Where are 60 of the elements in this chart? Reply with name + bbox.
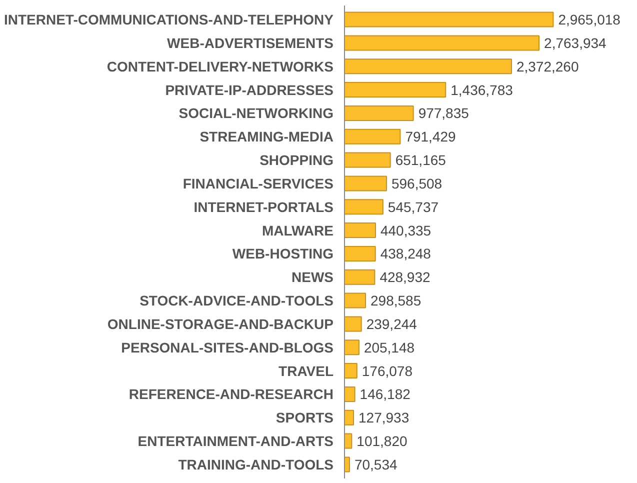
bar bbox=[344, 456, 350, 472]
bar bbox=[344, 58, 512, 74]
bar bbox=[344, 82, 446, 98]
y-tick-label: ONLINE-STORAGE-AND-BACKUP bbox=[107, 316, 334, 332]
data-label: 2,763,934 bbox=[544, 34, 607, 51]
bar bbox=[344, 105, 414, 121]
bar bbox=[344, 433, 352, 449]
bar bbox=[344, 363, 358, 379]
y-tick-label: WEB-HOSTING bbox=[232, 246, 334, 262]
y-tick-label: INTERNET-COMMUNICATIONS-AND-TELEPHONY bbox=[4, 12, 334, 28]
data-label: 977,835 bbox=[418, 105, 470, 122]
data-label: 596,508 bbox=[391, 175, 442, 192]
data-label: 101,820 bbox=[356, 433, 408, 450]
data-label: 428,932 bbox=[380, 269, 431, 286]
data-label: 438,248 bbox=[380, 246, 432, 262]
y-tick-label: ENTERTAINMENT-AND-ARTS bbox=[138, 433, 334, 450]
y-tick-label: REFERENCE-AND-RESEARCH bbox=[128, 386, 334, 402]
data-label: 1,436,783 bbox=[450, 82, 514, 98]
bar bbox=[344, 128, 401, 144]
y-tick-label: MALWARE bbox=[262, 222, 334, 238]
y-tick-label: PERSONAL-SITES-AND-BLOGS bbox=[121, 339, 334, 356]
data-label: 205,148 bbox=[364, 339, 415, 356]
bar bbox=[344, 340, 360, 356]
data-label: 651,165 bbox=[395, 152, 446, 168]
y-tick-label: FINANCIAL-SERVICES bbox=[182, 175, 334, 192]
y-tick-label: WEB-ADVERTISEMENTS bbox=[167, 34, 334, 51]
bar bbox=[344, 12, 554, 28]
y-tick-label: NEWS bbox=[292, 269, 334, 286]
bar bbox=[344, 269, 376, 285]
data-label: 127,933 bbox=[358, 410, 410, 426]
bar bbox=[344, 316, 362, 332]
y-tick-label: TRAINING-AND-TOOLS bbox=[178, 456, 334, 472]
bar bbox=[344, 222, 376, 238]
data-label: 70,534 bbox=[354, 456, 398, 472]
y-tick-label: TRAVEL bbox=[278, 362, 334, 379]
data-label: 545,737 bbox=[388, 198, 439, 215]
data-label: 2,372,260 bbox=[516, 58, 579, 74]
y-tick-label: SHOPPING bbox=[260, 152, 334, 168]
bar bbox=[344, 199, 384, 215]
y-tick-label: SOCIAL-NETWORKING bbox=[178, 105, 334, 122]
y-tick-label: CONTENT-DELIVERY-NETWORKS bbox=[106, 58, 334, 74]
bar bbox=[344, 292, 366, 308]
bar bbox=[344, 35, 540, 51]
bar bbox=[344, 246, 376, 262]
y-tick-label: SPORTS bbox=[276, 410, 334, 426]
data-label: 791,429 bbox=[405, 128, 456, 145]
y-tick-label: STREAMING-MEDIA bbox=[200, 128, 334, 145]
y-tick-label: STOCK-ADVICE-AND-TOOLS bbox=[140, 292, 334, 309]
data-label: 440,335 bbox=[380, 222, 432, 238]
bar bbox=[344, 176, 387, 192]
bar bbox=[344, 410, 354, 426]
bar bbox=[344, 152, 391, 168]
data-label: 2,965,018 bbox=[558, 12, 621, 28]
data-label: 146,182 bbox=[360, 386, 411, 402]
data-label: 298,585 bbox=[370, 292, 422, 309]
data-label: 239,244 bbox=[366, 316, 418, 332]
data-label: 176,078 bbox=[362, 362, 413, 379]
y-tick-label: PRIVATE-IP-ADDRESSES bbox=[165, 82, 334, 98]
y-tick-label: INTERNET-PORTALS bbox=[194, 198, 334, 215]
bar bbox=[344, 386, 356, 402]
